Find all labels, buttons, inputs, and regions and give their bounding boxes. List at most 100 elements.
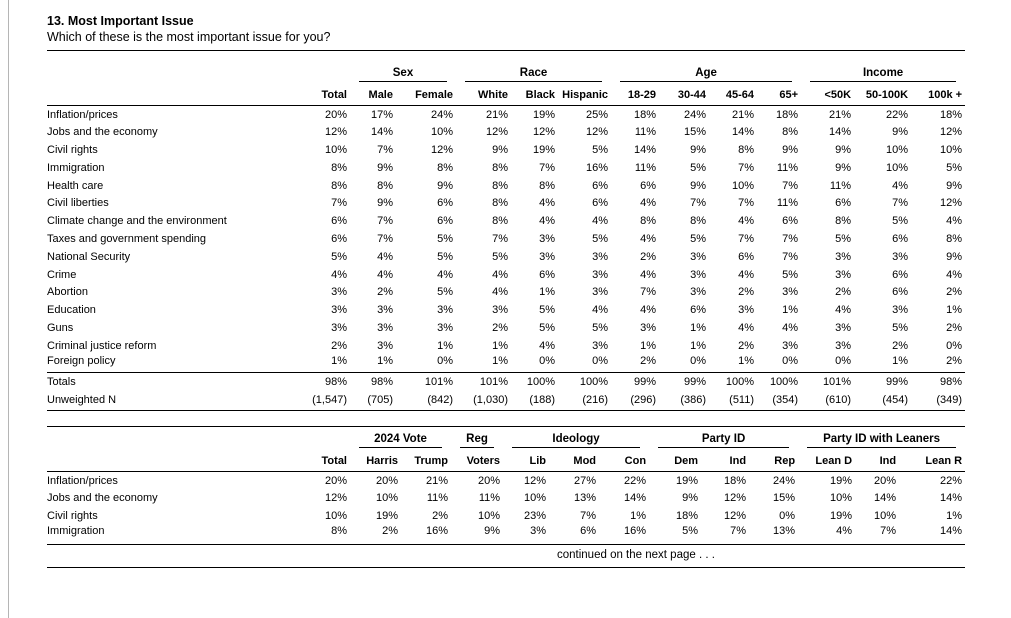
cell-value: 12%	[724, 509, 747, 522]
group-header: Party ID	[649, 426, 798, 449]
cell-value: 6%	[592, 179, 609, 192]
cell-value: 20%	[324, 108, 347, 121]
group-header-label: Party ID with Leaners	[807, 433, 957, 449]
group-header-label: Income	[810, 67, 957, 82]
column-header: Trump	[401, 448, 452, 472]
cell-value: 10%	[874, 509, 897, 522]
survey-crosstab-page: 13. Most Important Issue Which of these …	[47, 14, 966, 568]
column-header: Voters	[451, 448, 504, 472]
table-row: Inflation/prices 20% 17% 24% 21% 19% 25%…	[47, 106, 965, 124]
cell-value: 21%	[485, 108, 508, 121]
cell-value: 9%	[835, 143, 852, 156]
cell-value: 20%	[477, 474, 501, 487]
column-header: 18-29	[611, 81, 660, 106]
cell-value: 3%	[592, 268, 609, 281]
group-header: Ideology	[503, 426, 649, 449]
cell-value: 10%	[732, 179, 755, 192]
cell-value: 7%	[377, 232, 393, 245]
cell-value: 18%	[776, 108, 799, 121]
cell-value: 2%	[946, 355, 963, 368]
cell-value: 6%	[331, 215, 347, 228]
row-label: Guns	[47, 321, 74, 334]
cell-value: 3%	[835, 268, 852, 281]
crosstab-table-politics: 2024 Vote Reg Ideology Party ID	[47, 425, 966, 545]
cell-value: 19%	[830, 474, 853, 487]
cell-value: 1%	[782, 304, 799, 317]
cell-value: 10%	[886, 143, 909, 156]
cell-value: 16%	[425, 524, 449, 537]
group-header-label: Race	[465, 67, 603, 82]
cell-value: 99%	[684, 376, 707, 389]
cell-value: 5%	[492, 250, 508, 263]
cell-value: 6%	[892, 232, 909, 245]
cell-value: 99%	[886, 376, 909, 389]
cell-value: 7%	[782, 250, 799, 263]
cell-value: 3%	[835, 321, 852, 334]
cell-value: 9%	[484, 524, 501, 537]
column-header: Total	[307, 81, 350, 106]
cell-value: 19%	[676, 474, 699, 487]
cell-value: 21%	[425, 474, 449, 487]
column-header: Harris	[350, 448, 401, 472]
cell-value: 21%	[732, 108, 755, 121]
group-header: Race	[456, 51, 611, 82]
cell-value: 8%	[331, 179, 347, 192]
column-header: Black	[511, 81, 558, 106]
column-header: Total	[307, 448, 350, 472]
cell-value: 2%	[946, 321, 963, 334]
cell-value: 7%	[539, 161, 555, 174]
cell-value: 100%	[526, 376, 555, 389]
cell-value: 4%	[539, 197, 555, 210]
cell-value: 9%	[892, 126, 909, 139]
cell-value: 12%	[485, 126, 508, 139]
table-row: National Security 5% 4% 5% 5% 3% 3% 2% 3…	[47, 248, 965, 266]
cell-value: 1%	[640, 339, 657, 352]
cell-value: 14%	[634, 143, 657, 156]
cell-value: 11%	[426, 492, 449, 505]
cell-value: 10%	[940, 143, 963, 156]
cell-value: 98%	[370, 376, 393, 389]
column-header: Rep	[749, 448, 799, 472]
cell-value: 14%	[874, 492, 897, 505]
cell-value: 22%	[624, 474, 647, 487]
cell-value: 12%	[940, 197, 963, 210]
cell-value: 3%	[782, 339, 799, 352]
cell-value: 6%	[782, 215, 799, 228]
cell-value: 3%	[640, 321, 657, 334]
cell-value: 1%	[892, 355, 909, 368]
cell-value: 2%	[640, 250, 657, 263]
cell-value: 0%	[779, 509, 796, 522]
cell-value: 17%	[370, 108, 393, 121]
cell-value: 5%	[835, 232, 852, 245]
column-header: Con	[599, 448, 650, 472]
cell-value: 18%	[634, 108, 657, 121]
column-header: Hispanic	[558, 81, 612, 106]
cell-value: 24%	[430, 108, 453, 121]
column-header: White	[456, 81, 511, 106]
cell-value: 6%	[592, 197, 609, 210]
cell-value: 12%	[430, 143, 453, 156]
cell-value: 10%	[430, 126, 453, 139]
cell-value: 7%	[640, 286, 657, 299]
cell-value: (1,030)	[473, 393, 508, 406]
cell-value: 5%	[592, 143, 609, 156]
cell-value: 4%	[782, 321, 799, 334]
cell-value: 3%	[592, 339, 609, 352]
cell-value: 16%	[586, 161, 609, 174]
cell-value: 3%	[835, 339, 852, 352]
row-label: National Security	[47, 250, 131, 263]
row-label: Unweighted N	[47, 393, 117, 406]
cell-value: 5%	[592, 232, 609, 245]
cell-value: 23%	[523, 509, 547, 522]
cell-value: 12%	[940, 126, 963, 139]
cell-value: 19%	[532, 143, 555, 156]
cell-value: 27%	[573, 474, 597, 487]
cell-value: 10%	[886, 161, 909, 174]
cell-value: 8%	[331, 161, 347, 174]
cell-value: 4%	[377, 268, 393, 281]
cell-value: 22%	[886, 108, 909, 121]
cell-value: 1%	[539, 286, 555, 299]
cell-value: 1%	[690, 321, 707, 334]
cell-value: 8%	[690, 215, 707, 228]
cell-value: 4%	[738, 268, 755, 281]
